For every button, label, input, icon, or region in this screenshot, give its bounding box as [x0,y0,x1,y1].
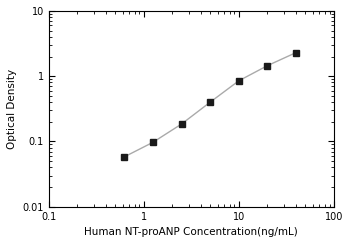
X-axis label: Human NT-proANP Concentration(ng/mL): Human NT-proANP Concentration(ng/mL) [84,227,298,237]
Y-axis label: Optical Density: Optical Density [7,69,17,149]
